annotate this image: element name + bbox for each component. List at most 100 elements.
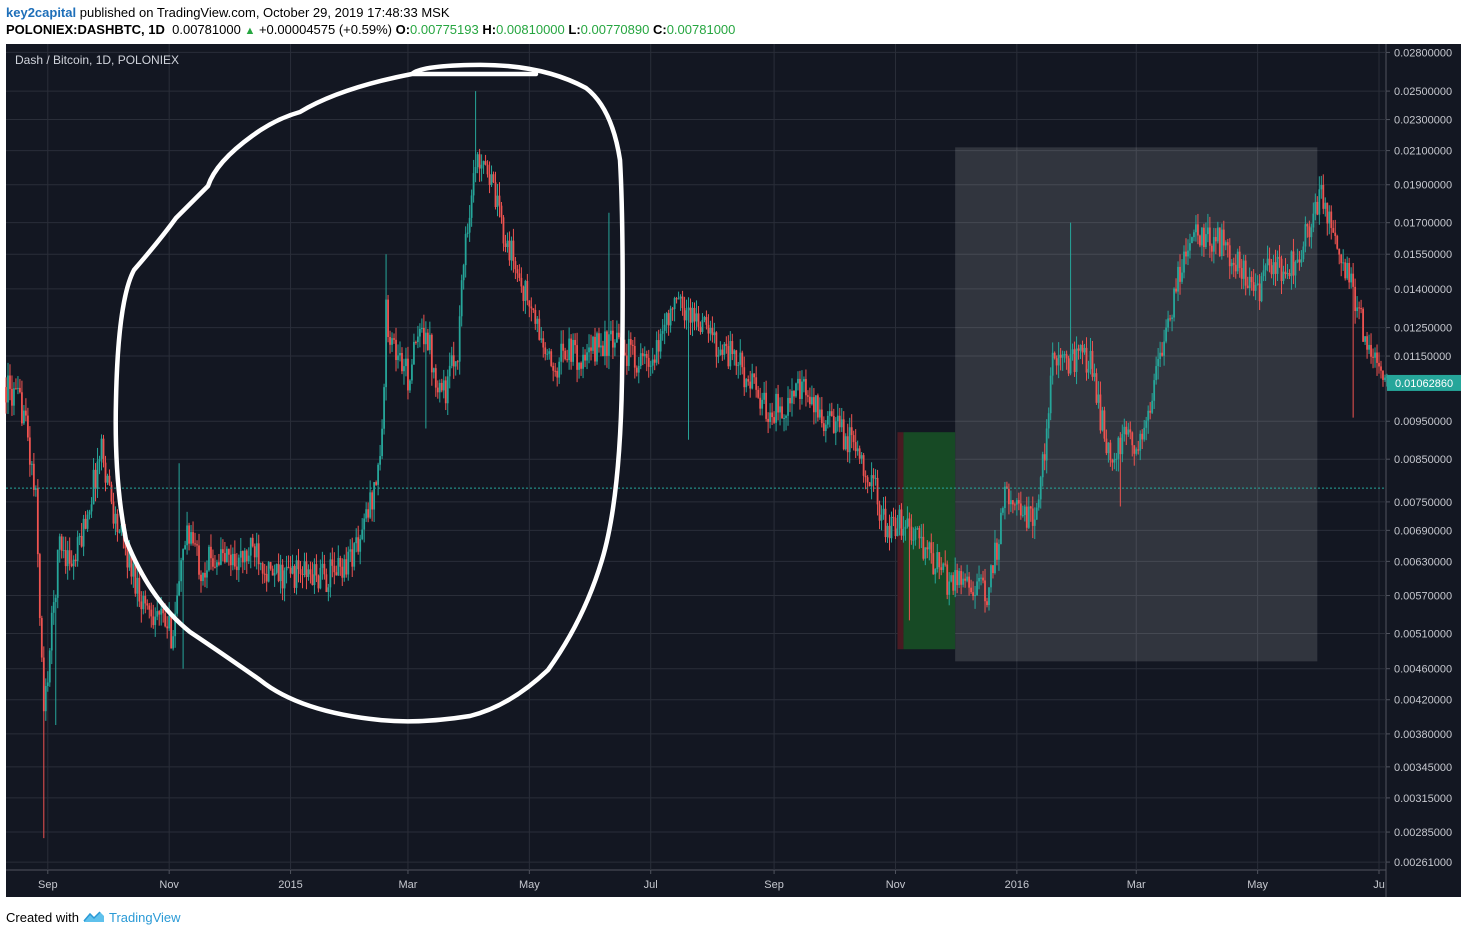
candle-body: [707, 324, 710, 334]
candle-body: [403, 366, 405, 372]
candle-body: [948, 581, 951, 595]
candle-body: [387, 299, 389, 337]
candle-body: [253, 546, 256, 558]
candle-body: [1310, 227, 1313, 238]
candle-body: [136, 577, 139, 594]
candle-body: [956, 570, 959, 586]
candle-body: [1278, 256, 1281, 259]
candle-body: [407, 358, 409, 391]
grid-lines: [6, 44, 1386, 870]
candle-body: [1266, 258, 1269, 266]
candle-body: [765, 392, 768, 419]
candle-body: [496, 195, 499, 208]
author-link[interactable]: key2capital: [6, 5, 77, 20]
candle-body: [1332, 228, 1335, 233]
low-value: 0.00770890: [580, 22, 650, 37]
candle-body: [80, 535, 83, 547]
candle-body: [389, 336, 391, 345]
hand-drawn-circle-annotation: [113, 62, 625, 724]
candle-body: [210, 546, 212, 559]
candle-body: [339, 557, 342, 567]
candle-body: [982, 577, 984, 581]
candle-body: [1131, 432, 1134, 446]
candle-body: [564, 350, 567, 360]
tradingview-brand[interactable]: TradingView: [108, 909, 181, 925]
chart-title: Dash / Bitcoin, 1D, POLONIEX: [15, 53, 179, 67]
candle-body: [691, 307, 694, 323]
candle-body: [345, 559, 348, 575]
candle-body: [705, 317, 708, 325]
candle-body: [271, 568, 274, 576]
candle-body: [544, 347, 547, 355]
candle-body: [1103, 410, 1106, 439]
candle-body: [614, 342, 616, 348]
candle-body: [490, 174, 493, 185]
candle-body: [160, 608, 163, 615]
candle-body: [138, 577, 141, 602]
candle-body: [444, 380, 447, 404]
candle-body: [663, 324, 666, 331]
last-price-badge: [1387, 374, 1461, 391]
price-axis[interactable]: [1386, 44, 1461, 897]
candle-body: [144, 595, 147, 604]
candle-body: [998, 544, 1000, 560]
candle-body: [1155, 366, 1158, 381]
candle-body: [582, 354, 584, 369]
candle-body: [383, 387, 385, 429]
candle-body: [1007, 488, 1010, 505]
candle-body: [1354, 286, 1357, 312]
candle-body: [617, 332, 620, 338]
candle-body: [570, 338, 573, 362]
candle-body: [1163, 341, 1166, 356]
candle-body: [96, 461, 99, 489]
candle-body: [504, 243, 507, 247]
candle-body: [689, 307, 692, 323]
candle-body: [492, 174, 495, 183]
candle-body: [1135, 449, 1138, 454]
candle-body: [1083, 347, 1086, 353]
candle-body: [1177, 266, 1179, 292]
candle-body: [807, 395, 809, 397]
plot-background[interactable]: [6, 44, 1386, 897]
candle-body: [56, 549, 59, 598]
candle-body: [942, 563, 945, 570]
candle-body: [1262, 270, 1265, 277]
candle-body: [327, 587, 330, 593]
candle-body: [82, 518, 85, 547]
close-value: 0.00781000: [666, 22, 736, 37]
candle-body: [1384, 377, 1386, 380]
candle-body: [430, 334, 433, 373]
candle-body: [1069, 354, 1072, 374]
candle-body: [1043, 454, 1046, 461]
candle-body: [783, 417, 785, 419]
candle-body: [916, 528, 919, 530]
candle-body: [220, 549, 222, 565]
candle-body: [683, 308, 686, 321]
candle-body: [868, 482, 871, 487]
candle-body: [610, 330, 612, 335]
candle-body: [164, 613, 167, 627]
candle-body: [11, 388, 13, 406]
candle-body: [870, 475, 873, 487]
candle-body: [866, 477, 869, 483]
candle-body: [484, 161, 487, 165]
candle-body: [23, 410, 25, 424]
candle-body: [100, 438, 103, 459]
candle-body: [1059, 354, 1062, 358]
candle-body: [749, 381, 752, 389]
time-tick-label: Nov: [159, 879, 179, 891]
candle-body: [482, 161, 485, 165]
candle-body: [719, 349, 722, 356]
candle-body: [375, 482, 378, 485]
candle-body: [988, 587, 990, 606]
candle-body: [21, 392, 23, 424]
candle-body: [1338, 248, 1341, 255]
candle-body: [486, 164, 489, 175]
candle-body: [840, 419, 843, 428]
created-with-label: Created with: [6, 909, 79, 925]
candle-body: [1055, 358, 1058, 366]
price-tick-label: 0.02100000: [1394, 146, 1452, 158]
candle-body: [331, 559, 334, 566]
candle-body: [247, 555, 250, 562]
